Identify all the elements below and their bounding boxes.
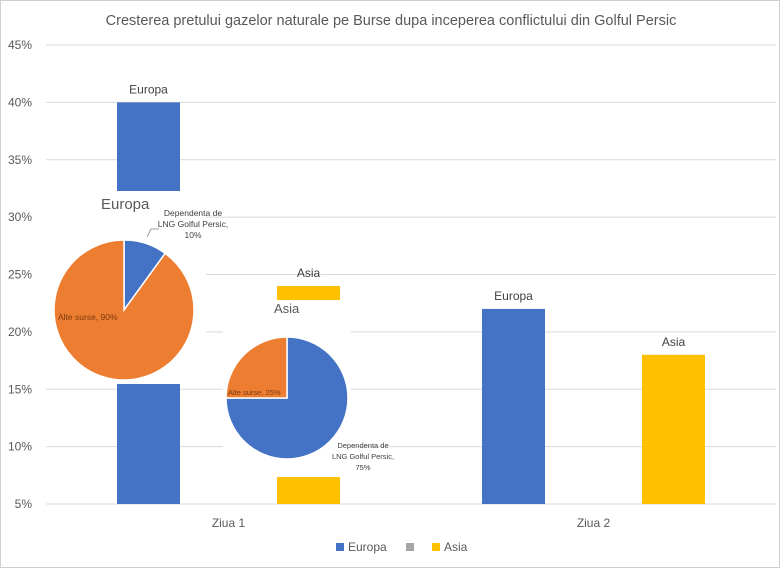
legend-label: Asia bbox=[444, 540, 468, 554]
y-tick-label: 45% bbox=[8, 38, 32, 52]
y-tick-label: 25% bbox=[8, 268, 32, 282]
pie-data-label: LNG Golful Persic, bbox=[158, 219, 228, 229]
pie-data-label: LNG Golful Persic, bbox=[332, 452, 394, 461]
pie-slice bbox=[53, 239, 195, 381]
y-tick-label: 35% bbox=[8, 153, 32, 167]
legend-swatch bbox=[432, 543, 440, 551]
legend-swatch bbox=[406, 543, 414, 551]
x-tick-label: Ziua 1 bbox=[212, 516, 246, 530]
pie-title: Europa bbox=[101, 196, 150, 213]
pie-data-label: Dependenta de bbox=[164, 208, 222, 218]
pie-data-label: Dependenta de bbox=[337, 441, 388, 450]
legend-label: Europa bbox=[348, 540, 387, 554]
bar-data-label: Europa bbox=[494, 289, 533, 303]
leader-line bbox=[146, 228, 159, 238]
y-tick-label: 20% bbox=[8, 325, 32, 339]
bar-data-label: Asia bbox=[297, 266, 321, 280]
y-tick-label: 15% bbox=[8, 382, 32, 396]
bar-asia bbox=[642, 354, 705, 504]
bar-europa bbox=[482, 308, 545, 504]
x-tick-label: Ziua 2 bbox=[577, 516, 611, 530]
pie-title: Asia bbox=[274, 301, 300, 316]
legend-swatch bbox=[336, 543, 344, 551]
bar-data-label: Europa bbox=[129, 82, 168, 96]
y-tick-label: 30% bbox=[8, 210, 32, 224]
pie-data-label: 75% bbox=[355, 463, 370, 472]
pie-data-label: Alte surse, 25% bbox=[228, 388, 281, 397]
pie-slice bbox=[225, 336, 288, 399]
bar-data-label: Asia bbox=[662, 335, 686, 349]
pie-data-label: 10% bbox=[184, 230, 201, 240]
pie-data-label: Alte surse, 90% bbox=[58, 312, 118, 322]
y-tick-label: 40% bbox=[8, 95, 32, 109]
chart-title: Cresterea pretului gazelor naturale pe B… bbox=[106, 13, 677, 29]
y-tick-label: 10% bbox=[8, 440, 32, 454]
y-tick-label: 5% bbox=[15, 497, 33, 511]
